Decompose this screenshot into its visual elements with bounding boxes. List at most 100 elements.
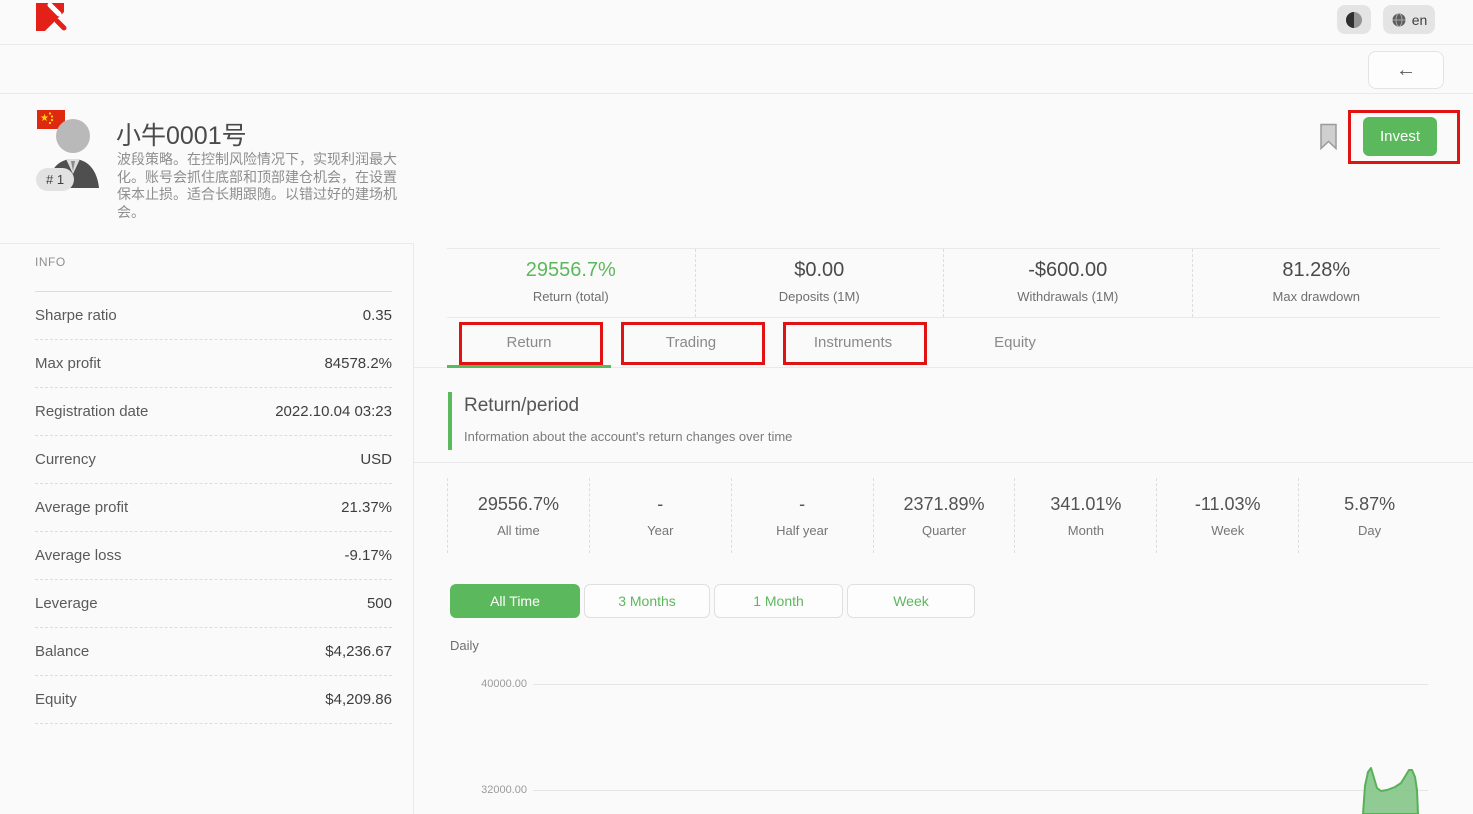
tab-equity[interactable]: Equity [934, 318, 1096, 367]
info-value: $4,209.86 [325, 691, 392, 708]
stat-value: 81.28% [1282, 259, 1351, 281]
period-label: Week [1211, 523, 1245, 538]
period-value: -11.03% [1194, 494, 1261, 514]
stat-return-total: 29556.7% Return (total) [447, 249, 695, 317]
info-label: Average loss [35, 547, 122, 564]
stat-label: Max drawdown [1272, 289, 1360, 304]
tab-equity-label: Equity [994, 334, 1036, 351]
info-row-sharpe-ratio: Sharpe ratio 0.35 [35, 292, 392, 340]
stat-label: Deposits (1M) [778, 289, 860, 304]
stat-value: 29556.7% [525, 259, 616, 281]
period-stat-all-time: 29556.7% All time [447, 478, 589, 553]
toolbar-divider [0, 93, 1473, 94]
info-row-average-profit: Average profit 21.37% [35, 484, 392, 532]
period-stat-month: 341.01% Month [1014, 478, 1156, 553]
period-stat-week: -11.03% Week [1156, 478, 1298, 553]
info-panel-divider [35, 291, 392, 292]
period-label: Half year [776, 523, 829, 538]
info-value: $4,236.67 [325, 643, 392, 660]
info-label: Average profit [35, 499, 129, 516]
info-panel: INFO Sharpe ratio 0.35 Max profit 84578.… [35, 255, 392, 724]
info-row-registration-date: Registration date 2022.10.04 03:23 [35, 388, 392, 436]
account-title: 小牛0001号 [116, 122, 247, 150]
back-button[interactable]: ← [1368, 51, 1444, 89]
info-row-leverage: Leverage 500 [35, 580, 392, 628]
equity-area-series [1360, 764, 1420, 814]
language-button[interactable]: en [1383, 5, 1435, 34]
stat-withdrawals: -$600.00 Withdrawals (1M) [943, 249, 1192, 317]
stat-deposits: $0.00 Deposits (1M) [694, 249, 944, 317]
invest-button[interactable]: Invest [1363, 117, 1437, 156]
broker-logo[interactable] [36, 2, 68, 39]
period-stat-quarter: 2371.89% Quarter [872, 478, 1015, 553]
period-label: All time [497, 523, 540, 538]
tab-instruments[interactable]: Instruments [772, 318, 934, 367]
period-value: 5.87% [1344, 494, 1396, 514]
period-value: 341.01% [1050, 494, 1122, 514]
chart-series-label: Daily [450, 638, 479, 653]
stat-label: Return (total) [532, 289, 609, 304]
info-value: 2022.10.04 03:23 [275, 403, 392, 420]
range-button-all-time[interactable]: All Time [450, 584, 580, 618]
gridline-32000 [533, 790, 1428, 791]
tab-trading[interactable]: Trading [610, 318, 772, 367]
y-axis-tick-32000: 32000.00 [481, 784, 527, 796]
period-value: 2371.89% [903, 494, 985, 514]
section-subtitle: Information about the account's return c… [464, 429, 793, 444]
stat-value: $0.00 [794, 259, 845, 281]
range-buttons: All Time 3 Months 1 Month Week [450, 584, 975, 618]
period-stat-day: 5.87% Day [1298, 478, 1440, 553]
info-label: Leverage [35, 595, 98, 612]
info-row-currency: Currency USD [35, 436, 392, 484]
stat-value: -$600.00 [1028, 259, 1108, 281]
language-label: en [1411, 11, 1428, 28]
rank-badge: # 1 [36, 168, 75, 191]
stat-label: Withdrawals (1M) [1017, 289, 1119, 304]
info-row-balance: Balance $4,236.67 [35, 628, 392, 676]
period-stat-half-year: - Half year [730, 478, 873, 553]
period-label: Quarter [921, 523, 967, 538]
gridline-40000 [533, 684, 1428, 685]
account-description: 波段策略。在控制风险情况下，实现利润最大化。账号会抓住底部和顶部建仓机会，在设置… [117, 151, 397, 220]
globe-icon [1392, 12, 1406, 27]
range-button-1-month[interactable]: 1 Month [714, 584, 843, 618]
info-row-average-loss: Average loss -9.17% [35, 532, 392, 580]
active-tab-underline [447, 365, 611, 368]
period-label: Month [1067, 523, 1104, 538]
info-label: Registration date [35, 403, 149, 420]
back-arrow-icon: ← [1396, 58, 1416, 81]
header-divider [0, 44, 1473, 45]
info-row-max-profit: Max profit 84578.2% [35, 340, 392, 388]
y-axis-tick-40000: 40000.00 [481, 678, 527, 690]
stat-max-drawdown: 81.28% Max drawdown [1191, 249, 1441, 317]
tab-return[interactable]: Return [447, 318, 611, 368]
bookmark-icon[interactable] [1319, 123, 1338, 155]
contrast-icon [1346, 11, 1362, 28]
svg-text:★: ★ [40, 113, 49, 124]
profile-section-divider [0, 243, 413, 244]
period-value: - [799, 494, 806, 514]
info-value: -9.17% [344, 547, 392, 564]
info-label: Currency [35, 451, 96, 468]
range-button-3-months[interactable]: 3 Months [584, 584, 710, 618]
broker-logo-icon [36, 2, 67, 31]
section-accent-bar [448, 392, 452, 450]
tab-trading-label: Trading [665, 334, 717, 351]
info-value: 500 [366, 595, 392, 612]
info-value: 84578.2% [324, 355, 392, 372]
content-vertical-divider [413, 243, 414, 814]
info-label: Max profit [35, 355, 101, 372]
range-button-week[interactable]: Week [847, 584, 975, 618]
theme-toggle-button[interactable] [1337, 5, 1371, 34]
period-value: 29556.7% [477, 494, 559, 514]
period-stat-year: - Year [588, 478, 731, 553]
period-value: - [657, 494, 664, 514]
info-row-equity: Equity $4,209.86 [35, 676, 392, 724]
country-flag-china: ★ [37, 110, 65, 134]
info-value: 0.35 [362, 307, 392, 324]
period-label: Year [647, 523, 674, 538]
info-label: Equity [35, 691, 77, 708]
summary-stats-row: 29556.7% Return (total) $0.00 Deposits (… [447, 248, 1440, 318]
tab-instruments-label: Instruments [813, 334, 893, 351]
